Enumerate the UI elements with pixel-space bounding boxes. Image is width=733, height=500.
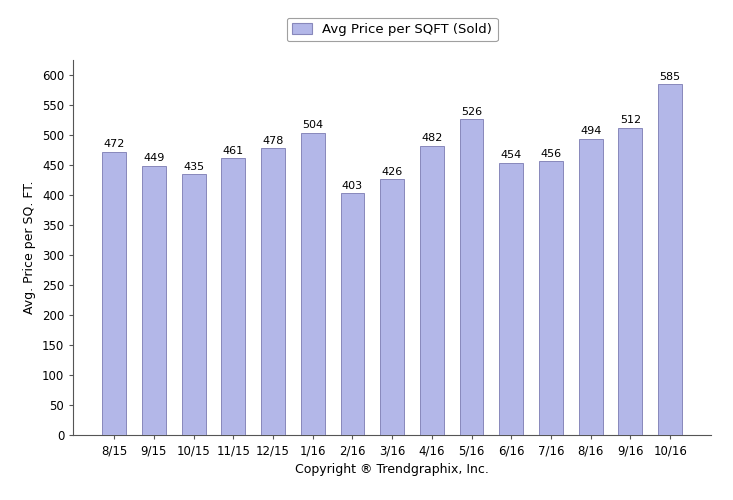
Bar: [619, 128, 642, 435]
Bar: [539, 162, 563, 435]
Text: 526: 526: [461, 107, 482, 117]
Text: 461: 461: [223, 146, 244, 156]
Text: 478: 478: [262, 136, 284, 146]
Bar: [142, 166, 166, 435]
Y-axis label: Avg. Price per SQ. FT.: Avg. Price per SQ. FT.: [23, 180, 37, 314]
Bar: [341, 193, 364, 435]
X-axis label: Copyright ® Trendgraphix, Inc.: Copyright ® Trendgraphix, Inc.: [295, 462, 489, 475]
Text: 449: 449: [143, 153, 165, 163]
Text: 494: 494: [580, 126, 601, 136]
Text: 403: 403: [342, 181, 363, 191]
Bar: [221, 158, 246, 435]
Bar: [579, 138, 603, 435]
Bar: [103, 152, 126, 435]
Bar: [420, 146, 443, 435]
Text: 482: 482: [421, 134, 443, 143]
Bar: [261, 148, 285, 435]
Text: 456: 456: [540, 149, 561, 159]
Bar: [380, 180, 404, 435]
Text: 472: 472: [103, 140, 125, 149]
Bar: [460, 120, 484, 435]
Text: 504: 504: [302, 120, 323, 130]
Text: 426: 426: [382, 167, 402, 177]
Text: 585: 585: [660, 72, 681, 82]
Bar: [301, 132, 325, 435]
Bar: [658, 84, 682, 435]
Bar: [499, 162, 523, 435]
Legend: Avg Price per SQFT (Sold): Avg Price per SQFT (Sold): [287, 18, 498, 42]
Bar: [182, 174, 205, 435]
Text: 435: 435: [183, 162, 205, 172]
Text: 512: 512: [620, 116, 641, 126]
Text: 454: 454: [501, 150, 522, 160]
